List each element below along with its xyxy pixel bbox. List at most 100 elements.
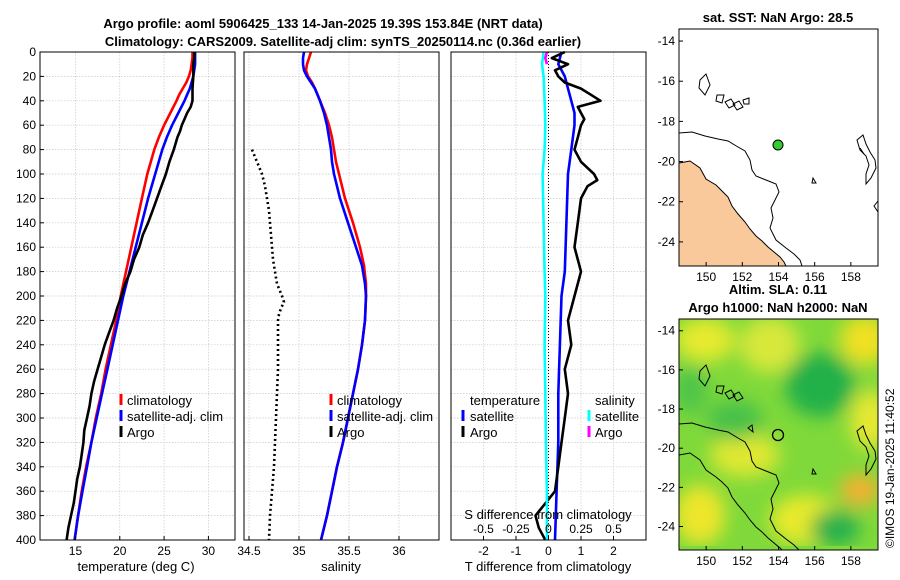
- difference-panel: -2 -1 0 1 2 -0.5 -0.25 0 0.25 0.5 S difference f…: [450, 50, 647, 574]
- salinity-lines: [250, 51, 368, 541]
- y-tick-label: 80: [23, 143, 37, 157]
- x-tick-label: 15: [69, 544, 83, 558]
- map-y-tick-label: -22: [658, 480, 676, 494]
- y-tick-label: 260: [16, 362, 36, 376]
- map-y-tick-label: -16: [658, 363, 676, 377]
- series-temperature-argo: [534, 50, 602, 541]
- y-tick-label: 180: [16, 265, 36, 279]
- map-y-tick-label: -22: [658, 195, 676, 209]
- x-tick-label: 2: [610, 544, 617, 558]
- s-tick-label: -0.25: [502, 522, 530, 536]
- legend-label: climatology: [127, 393, 193, 408]
- series-satellite-adj-clim: [301, 51, 368, 541]
- figure-title-line1: Argo profile: aoml 5906425_133 14-Jan-20…: [103, 16, 542, 31]
- x-tick-label: 34.5: [237, 544, 261, 558]
- sst-map-land: [679, 160, 787, 266]
- map-y-tick-label: -14: [658, 34, 676, 48]
- y-tick-label: 0: [29, 45, 36, 59]
- x-tick-label: 20: [113, 544, 127, 558]
- legend-label: satellite: [470, 409, 514, 424]
- temperature-x-ticks: 15 20 25 30: [69, 536, 215, 558]
- legend-label: climatology: [337, 393, 403, 408]
- legend-title-salinity: salinity: [595, 393, 635, 408]
- map-x-tick-label: 156: [805, 554, 825, 568]
- y-tick-label: 240: [16, 338, 36, 352]
- legend-label: Argo: [595, 425, 622, 440]
- sla-argo-marker: [771, 428, 785, 442]
- map-x-tick-label: 152: [732, 270, 752, 284]
- sst-map-small-reefs: [811, 147, 878, 213]
- legend-label: Argo: [337, 425, 364, 440]
- salinity-plot-frame: [243, 51, 440, 541]
- series-argo: [250, 149, 286, 541]
- s-tick-label: 0.5: [605, 522, 622, 536]
- sla-map-islands: [698, 364, 877, 477]
- figure-title-line2: Climatology: CARS2009. Satellite-adj cli…: [105, 34, 581, 49]
- x-tick-label: -1: [511, 544, 522, 558]
- map-y-tick-label: -24: [658, 520, 676, 534]
- y-tick-label: 220: [16, 313, 36, 327]
- sst-map-x-ticks: 150 152 154 156 158: [696, 262, 861, 284]
- map-x-tick-label: 150: [696, 554, 716, 568]
- sla-field-anomalies: [679, 319, 878, 546]
- map-y-tick-label: -18: [658, 402, 676, 416]
- map-x-tick-label: 154: [768, 554, 788, 568]
- x-tick-label: 0: [545, 544, 552, 558]
- sla-map-coastline: [679, 452, 783, 550]
- y-tick-label: 280: [16, 387, 36, 401]
- difference-x-ticks: -2 -1 0 1 2: [478, 536, 617, 558]
- x-tick-label: 35: [292, 544, 306, 558]
- temperature-y-ticks: 0 20 40 60 80 100 120 140 160 180 200 220 240 260 280 3…: [16, 45, 44, 547]
- temperature-panel: 15 20 25 30 0 20 40 60 80 100 120 140 160 180 200 220 2…: [16, 45, 236, 574]
- legend-label: satellite: [595, 409, 639, 424]
- salinity-x-axis-label: salinity: [321, 559, 361, 574]
- difference-legend: temperature salinitysatelliteArgosatellit…: [461, 393, 639, 440]
- sla-map-title-line2: Argo h1000: NaN h2000: NaN: [688, 300, 867, 315]
- map-x-tick-label: 158: [841, 554, 861, 568]
- map-y-tick-label: -24: [658, 235, 676, 249]
- temperature-x-axis-label: temperature (deg C): [77, 559, 194, 574]
- legend-label: satellite-adj. clim: [337, 409, 433, 424]
- s-difference-label: S difference from climatology: [464, 507, 632, 522]
- map-x-tick-label: 156: [805, 270, 825, 284]
- sst-argo-marker: [772, 139, 784, 151]
- sst-map-panel: sat. SST: NaN Argo: 28.5 150 152 154 156 158…: [658, 10, 879, 284]
- y-tick-label: 360: [16, 484, 36, 498]
- map-x-tick-label: 152: [732, 554, 752, 568]
- y-tick-label: 160: [16, 240, 36, 254]
- temperature-lines: [65, 52, 197, 541]
- map-y-tick-label: -20: [658, 441, 676, 455]
- y-tick-label: 340: [16, 460, 36, 474]
- y-tick-label: 380: [16, 509, 36, 523]
- s-tick-label: 0: [545, 522, 552, 536]
- map-y-tick-label: -16: [658, 74, 676, 88]
- legend-title-temperature: temperature: [470, 393, 540, 408]
- y-tick-label: 140: [16, 216, 36, 230]
- sla-map-panel: Altim. SLA: 0.11 Argo h1000: NaN h2000: …: [658, 282, 879, 568]
- y-tick-label: 60: [23, 118, 37, 132]
- y-tick-label: 40: [23, 94, 37, 108]
- series-salinity-satellite: [540, 51, 549, 540]
- legend-label: Argo: [127, 425, 154, 440]
- difference-lines: [534, 50, 602, 541]
- map-x-tick-label: 154: [768, 270, 788, 284]
- map-y-tick-label: -18: [658, 114, 676, 128]
- map-y-tick-label: -14: [658, 324, 676, 338]
- sla-map-title-line1: Altim. SLA: 0.11: [729, 282, 827, 297]
- series-salinity-argo: [543, 51, 549, 65]
- sla-map-y-ticks: -14 -16 -18 -20 -22 -24: [658, 324, 683, 534]
- s-tick-label: -0.5: [473, 522, 494, 536]
- y-tick-label: 320: [16, 435, 36, 449]
- sla-map-x-ticks: 150 152 154 156 158: [696, 546, 861, 568]
- legend-label: Argo: [470, 425, 497, 440]
- y-tick-label: 100: [16, 167, 36, 181]
- imos-credit: ©IMOS 19-Jan-2025 11:40:52: [883, 388, 897, 548]
- series-argo: [65, 52, 196, 541]
- t-difference-label: T difference from climatology: [465, 559, 632, 574]
- sst-map-reef-contour: [856, 134, 877, 186]
- map-x-tick-label: 150: [696, 270, 716, 284]
- sst-map-title: sat. SST: NaN Argo: 28.5: [703, 10, 854, 25]
